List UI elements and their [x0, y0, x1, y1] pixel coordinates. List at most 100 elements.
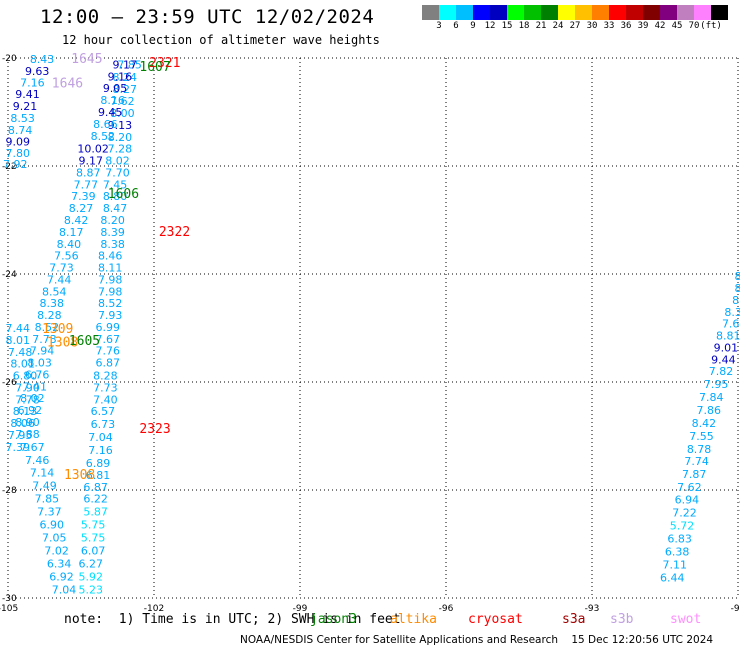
y-tick-label: -28: [2, 486, 17, 496]
data-label: 6.89: [86, 457, 111, 470]
data-label: 9.17: [78, 155, 103, 168]
data-label: 6.44: [660, 571, 685, 584]
data-label: 5.92: [78, 570, 103, 583]
data-label: 8.80: [103, 190, 128, 203]
data-label: 8.74: [8, 124, 33, 137]
data-label: 7.56: [54, 250, 79, 263]
data-label: 6.99: [96, 321, 121, 334]
data-label: 8.38: [100, 238, 125, 251]
data-label: 7.46: [25, 454, 50, 467]
data-label: 7.76: [96, 345, 121, 358]
data-label: 7.85: [117, 58, 142, 71]
data-label: 9.41: [15, 88, 40, 101]
colorbar-swatch: [541, 5, 558, 20]
data-label: 8.52: [35, 321, 60, 334]
data-label: 7.11: [662, 559, 687, 572]
time-label: 1308: [64, 468, 95, 483]
data-label: 7.45: [103, 178, 128, 191]
data-label: 7.41: [23, 380, 48, 393]
time-label: 1308: [47, 336, 78, 351]
data-label: 8: [735, 270, 740, 283]
data-label: 6.76: [25, 368, 50, 381]
data-label: 7.86: [697, 404, 722, 417]
data-label: 8.47: [103, 202, 128, 215]
data-label: 5.72: [670, 520, 695, 533]
colorbar-label: 36: [620, 21, 632, 31]
data-label: 7.87: [682, 468, 707, 481]
time-label: 1646: [52, 76, 83, 91]
data-label: 7.88: [15, 428, 40, 441]
data-label: 5.75: [81, 519, 106, 532]
colorbar-swatch: [473, 5, 490, 20]
data-label: 8.06: [10, 417, 35, 430]
data-label: 7.93: [98, 309, 123, 322]
y-tick-label: -24: [2, 270, 17, 280]
colorbar-labels: 3 6 9 12 15 18 21 24 27 30 33 36 39 42 45 70 (ft): [422, 21, 732, 33]
colorbar-swatch: [677, 5, 694, 20]
data-label: 7.40: [93, 393, 118, 406]
data-label: 7.16: [20, 76, 45, 89]
data-label: 9.45: [98, 106, 123, 119]
colorbar-label: 15: [501, 21, 513, 31]
data-label: 8.42: [692, 417, 717, 430]
data-label: 8.13: [13, 405, 38, 418]
data-label: 10.02: [77, 143, 109, 156]
data-label: 6.73: [91, 418, 116, 431]
data-label: 7.22: [672, 507, 697, 520]
data-label: 8.38: [40, 297, 65, 310]
data-label: 7.44: [47, 273, 72, 286]
data-label: 7.70: [105, 166, 130, 179]
colorbar-swatch: [711, 5, 728, 20]
chart-title: 12:00 – 23:59 UTC 12/02/2024: [40, 6, 375, 28]
data-label: 7.73: [49, 262, 74, 275]
colorbar-swatch: [626, 5, 643, 20]
data-label: 6.87: [96, 357, 121, 370]
time-label: 154: [738, 500, 740, 515]
data-label: 8.3: [724, 306, 740, 319]
data-label: 7.78: [15, 393, 40, 406]
colorbar-swatch: [422, 5, 439, 20]
data-label: 8.53: [10, 112, 35, 125]
time-label: 2322: [159, 225, 190, 240]
data-label: 6.94: [675, 494, 700, 507]
data-label: 8.27: [113, 83, 138, 96]
data-label: 7.90: [15, 381, 40, 394]
data-label: 7.44: [5, 322, 30, 335]
data-label: 7.37: [37, 506, 62, 519]
colorbar-label: 24: [552, 21, 564, 31]
data-label: 6.34: [47, 557, 72, 570]
colorbar: [422, 5, 728, 20]
colorbar-label: 30: [586, 21, 598, 31]
x-tick-label: -93: [585, 604, 600, 614]
data-label: 7.39: [71, 190, 96, 203]
data-label: 8.90: [15, 416, 40, 429]
data-label: 7.98: [98, 273, 123, 286]
data-label: 9.16: [108, 70, 133, 83]
data-label: 9.44: [711, 353, 736, 366]
colorbar-label: 27: [569, 21, 581, 31]
data-label: 7.74: [684, 455, 709, 468]
data-label: 8.54: [42, 285, 67, 298]
data-label: 7.84: [699, 391, 724, 404]
data-label: 7.55: [689, 430, 714, 443]
data-label: 7.80: [5, 147, 30, 160]
data-label: 7.62: [677, 481, 702, 494]
data-label: 6.90: [40, 519, 65, 532]
x-tick-label: -96: [439, 604, 454, 614]
data-label: 7.94: [30, 345, 55, 358]
colorbar-label: 18: [518, 21, 530, 31]
colorbar-swatch: [660, 5, 677, 20]
data-label: 7.85: [35, 493, 60, 506]
y-tick-label: -26: [2, 378, 17, 388]
colorbar-label: 3: [436, 21, 442, 31]
colorbar-label: 9: [470, 21, 476, 31]
time-label: 1309: [42, 322, 73, 337]
colorbar-swatch: [558, 5, 575, 20]
data-label: 8.17: [59, 226, 84, 239]
data-label: 8.02: [20, 392, 45, 405]
legend-cryosat: cryosat: [468, 612, 523, 627]
time-label: 1607: [139, 60, 170, 75]
data-label: 7.62: [110, 95, 135, 108]
data-label: 8.66: [93, 118, 118, 131]
